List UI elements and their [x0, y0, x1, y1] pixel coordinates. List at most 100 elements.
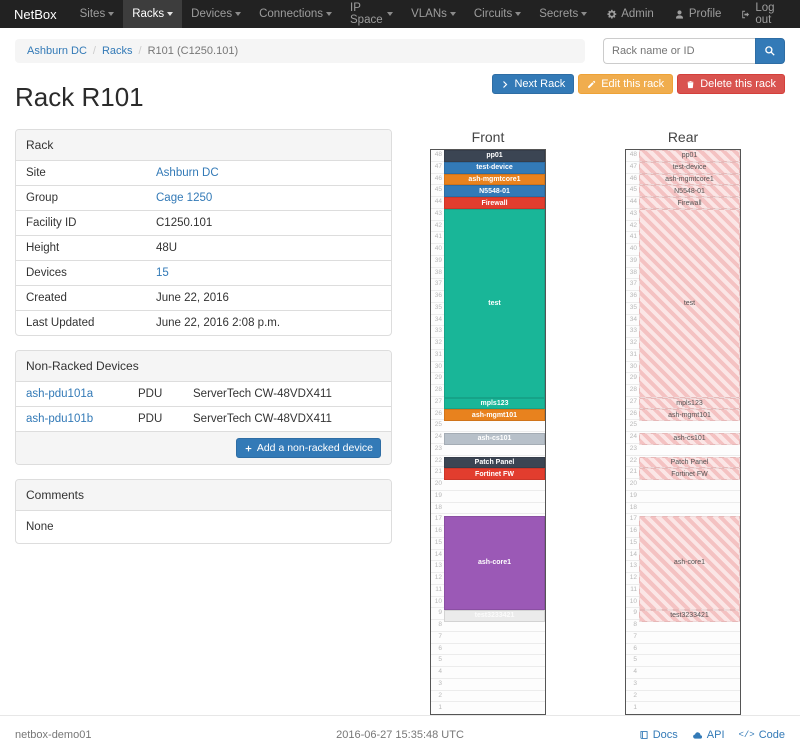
unit-number: 12	[629, 574, 637, 582]
unit-number: 33	[434, 327, 442, 335]
rack-device[interactable]: ash-cs101	[444, 433, 545, 445]
search-input[interactable]	[603, 38, 755, 64]
logout-link[interactable]: Log out	[731, 0, 800, 28]
rack-device[interactable]: Firewall	[444, 197, 545, 209]
unit-number: 12	[434, 574, 442, 582]
unit-number: 41	[434, 233, 442, 241]
nav-label: Connections	[259, 8, 324, 20]
unit-number: 7	[633, 632, 637, 640]
edit-rack-button[interactable]: Edit this rack	[578, 74, 674, 94]
unit-number: 24	[434, 433, 442, 441]
rack-device[interactable]: ash-mgmt101	[444, 409, 545, 422]
unit-number: 6	[438, 644, 442, 652]
unit-number: 29	[434, 374, 442, 382]
rack-device[interactable]: ash-mgmtcore1	[444, 173, 545, 186]
user-nav: Admin Profile Log out	[596, 0, 800, 28]
rack-device[interactable]: Patch Panel	[639, 456, 740, 469]
nav-item-sites[interactable]: Sites	[71, 0, 124, 28]
api-label: API	[706, 729, 725, 741]
delete-rack-label: Delete this rack	[700, 78, 776, 90]
rack-info-panel: Rack Site Ashburn DC Group Cage 1250 Facil…	[15, 129, 392, 336]
code-link[interactable]: </> Code	[739, 729, 786, 741]
breadcrumb-link-site[interactable]: Ashburn DC	[27, 45, 87, 57]
rack-device[interactable]: test3233421	[639, 609, 740, 622]
delete-rack-button[interactable]: Delete this rack	[677, 74, 785, 94]
group-link[interactable]: Cage 1250	[156, 192, 213, 204]
rack-unit-row: 8	[431, 620, 545, 632]
breadcrumb-separator: /	[92, 45, 96, 57]
unit-number: 30	[434, 362, 442, 370]
device-role: PDU	[138, 388, 163, 400]
attr-row-site: Site Ashburn DC	[16, 161, 391, 186]
rack-device[interactable]: Firewall	[639, 197, 740, 209]
rack-device[interactable]: ash-cs101	[639, 433, 740, 445]
rack-unit-row: 7	[626, 631, 740, 644]
unit-number: 4	[438, 668, 442, 676]
rack-actions: Next Rack Edit this rack Delete this rac…	[492, 74, 785, 94]
next-rack-button[interactable]: Next Rack	[492, 74, 575, 94]
unit-number: 18	[434, 503, 442, 511]
unit-number: 25	[629, 421, 637, 429]
nav-item-vlans[interactable]: VLANs	[402, 0, 465, 28]
rack-unit-row: 19	[431, 490, 545, 503]
book-icon	[640, 731, 648, 739]
rack-unit-row: 1	[431, 702, 545, 714]
facility-id-value: C1250.101	[156, 217, 213, 229]
unit-number: 21	[434, 468, 442, 476]
pencil-icon	[588, 80, 596, 88]
nav-item-secrets[interactable]: Secrets	[530, 0, 596, 28]
device-link[interactable]: ash-pdu101b	[26, 413, 94, 425]
rack-device[interactable]: test3233421	[444, 609, 545, 622]
admin-link[interactable]: Admin	[596, 0, 664, 28]
breadcrumb-link-racks[interactable]: Racks	[101, 45, 133, 57]
rack-device[interactable]: Fortinet FW	[444, 468, 545, 481]
device-link[interactable]: ash-pdu101a	[26, 388, 94, 400]
unit-number: 10	[629, 597, 637, 605]
site-link[interactable]: Ashburn DC	[156, 167, 219, 179]
rack-device[interactable]: ash-mgmtcore1	[639, 173, 740, 186]
rack-device[interactable]: mpls123	[444, 397, 545, 410]
nav-item-devices[interactable]: Devices	[182, 0, 250, 28]
nav-item-circuits[interactable]: Circuits	[465, 0, 530, 28]
rear-rack: 48 47 46 45 44 43 42 41 40 39 38 37 36 35 34 33 32 31 30 29…	[625, 149, 741, 715]
rack-device[interactable]: test	[444, 208, 545, 398]
rack-device[interactable]: pp01	[639, 150, 740, 162]
search-button[interactable]	[755, 38, 785, 64]
rack-device[interactable]: Patch Panel	[444, 456, 545, 469]
unit-number: 47	[629, 162, 637, 170]
attr-label: Last Updated	[26, 317, 95, 329]
unit-number: 35	[434, 303, 442, 311]
api-link[interactable]: API	[692, 729, 725, 741]
rack-device[interactable]: N5548-01	[639, 185, 740, 198]
unit-number: 48	[434, 151, 442, 159]
brand[interactable]: NetBox	[14, 6, 57, 22]
unit-number: 30	[629, 362, 637, 370]
unit-number: 38	[629, 268, 637, 276]
add-non-racked-device-button[interactable]: Add a non-racked device	[235, 438, 381, 458]
rack-device[interactable]: Fortinet FW	[639, 468, 740, 481]
nav-item-ip-space[interactable]: IP Space	[341, 0, 402, 28]
height-value: 48U	[156, 242, 178, 254]
unit-number: 36	[629, 292, 637, 300]
rack-device[interactable]: mpls123	[639, 397, 740, 410]
rack-device[interactable]: N5548-01	[444, 185, 545, 198]
unit-number: 32	[629, 339, 637, 347]
profile-link[interactable]: Profile	[664, 0, 732, 28]
nav-item-connections[interactable]: Connections	[250, 0, 341, 28]
rack-unit-row: 18	[626, 502, 740, 515]
unit-number: 5	[438, 656, 442, 664]
rack-device[interactable]: ash-core1	[639, 515, 740, 610]
rack-device[interactable]: pp01	[444, 150, 545, 162]
devices-count-link[interactable]: 15	[156, 267, 169, 279]
rack-device[interactable]: test-device	[639, 161, 740, 174]
attr-label: Group	[26, 192, 58, 204]
rack-device[interactable]: ash-mgmt101	[639, 409, 740, 422]
nav-item-racks[interactable]: Racks	[123, 0, 183, 28]
rack-device[interactable]: test	[639, 208, 740, 398]
front-rack: 48 47 46 45 44 43 42 41 40 39 38 37 36 35 34 33 32 31 30 29…	[430, 149, 546, 715]
rack-unit-row: 23	[431, 443, 545, 456]
unit-number: 22	[629, 456, 637, 464]
docs-link[interactable]: Docs	[639, 729, 678, 741]
rack-device[interactable]: ash-core1	[444, 515, 545, 610]
rack-device[interactable]: test-device	[444, 161, 545, 174]
